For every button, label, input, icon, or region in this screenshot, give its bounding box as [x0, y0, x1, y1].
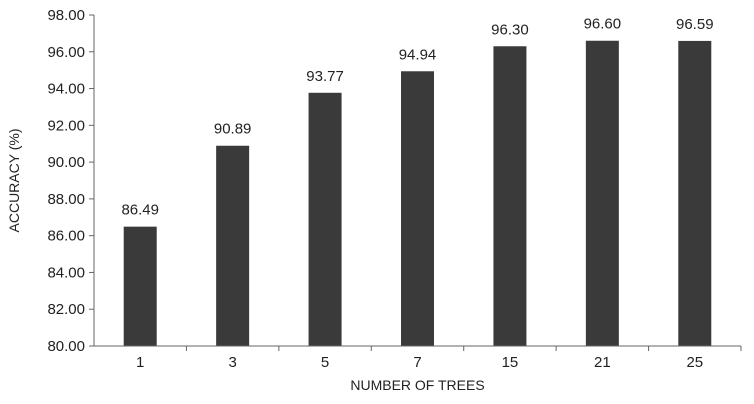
- y-tick-label: 88.00: [47, 191, 85, 208]
- x-tick-label: 1: [136, 354, 144, 371]
- bar-25: [678, 40, 712, 346]
- y-ticks-group: 80.00 82.00 84.00 86.00 88.00 90.00 92.00 94.00…: [47, 7, 94, 355]
- y-tick-label: 94.00: [47, 81, 85, 98]
- y-tick-label: 80.00: [47, 338, 85, 355]
- y-tick-label: 86.00: [47, 228, 85, 245]
- y-tick-label: 82.00: [47, 301, 85, 318]
- data-label: 93.77: [306, 68, 344, 85]
- x-tick-label: 5: [321, 354, 329, 371]
- bar-5: [308, 92, 342, 346]
- data-label: 96.59: [676, 16, 714, 33]
- data-label: 96.60: [584, 16, 622, 33]
- data-label: 90.89: [214, 121, 252, 138]
- x-tick-label: 25: [686, 354, 703, 371]
- y-tick-label: 98.00: [47, 7, 85, 24]
- x-tick-label: 7: [413, 354, 421, 371]
- x-tick-label: 15: [502, 354, 519, 371]
- data-label: 96.30: [491, 21, 529, 38]
- data-labels-group: 86.49 90.89 93.77 94.94 96.30 96.60 96.59: [121, 16, 713, 219]
- x-tick-label: 3: [228, 354, 236, 371]
- bar-15: [493, 46, 527, 347]
- bar-21: [585, 40, 619, 346]
- x-ticks-group: 1 3 5 7 15 21 25: [136, 346, 742, 371]
- x-axis-title: NUMBER OF TREES: [350, 377, 484, 393]
- bar-7: [401, 71, 434, 347]
- y-tick-label: 96.00: [47, 44, 85, 61]
- data-label: 94.94: [399, 46, 437, 63]
- y-tick-label: 92.00: [47, 117, 85, 134]
- x-tick-label: 21: [594, 354, 611, 371]
- y-axis-title: ACCURACY (%): [6, 129, 22, 233]
- bars-group: [123, 40, 712, 347]
- data-label: 86.49: [121, 202, 159, 219]
- bar-1: [123, 226, 157, 346]
- y-tick-label: 90.00: [47, 154, 85, 171]
- bar-3: [216, 145, 250, 346]
- y-tick-label: 84.00: [47, 264, 85, 281]
